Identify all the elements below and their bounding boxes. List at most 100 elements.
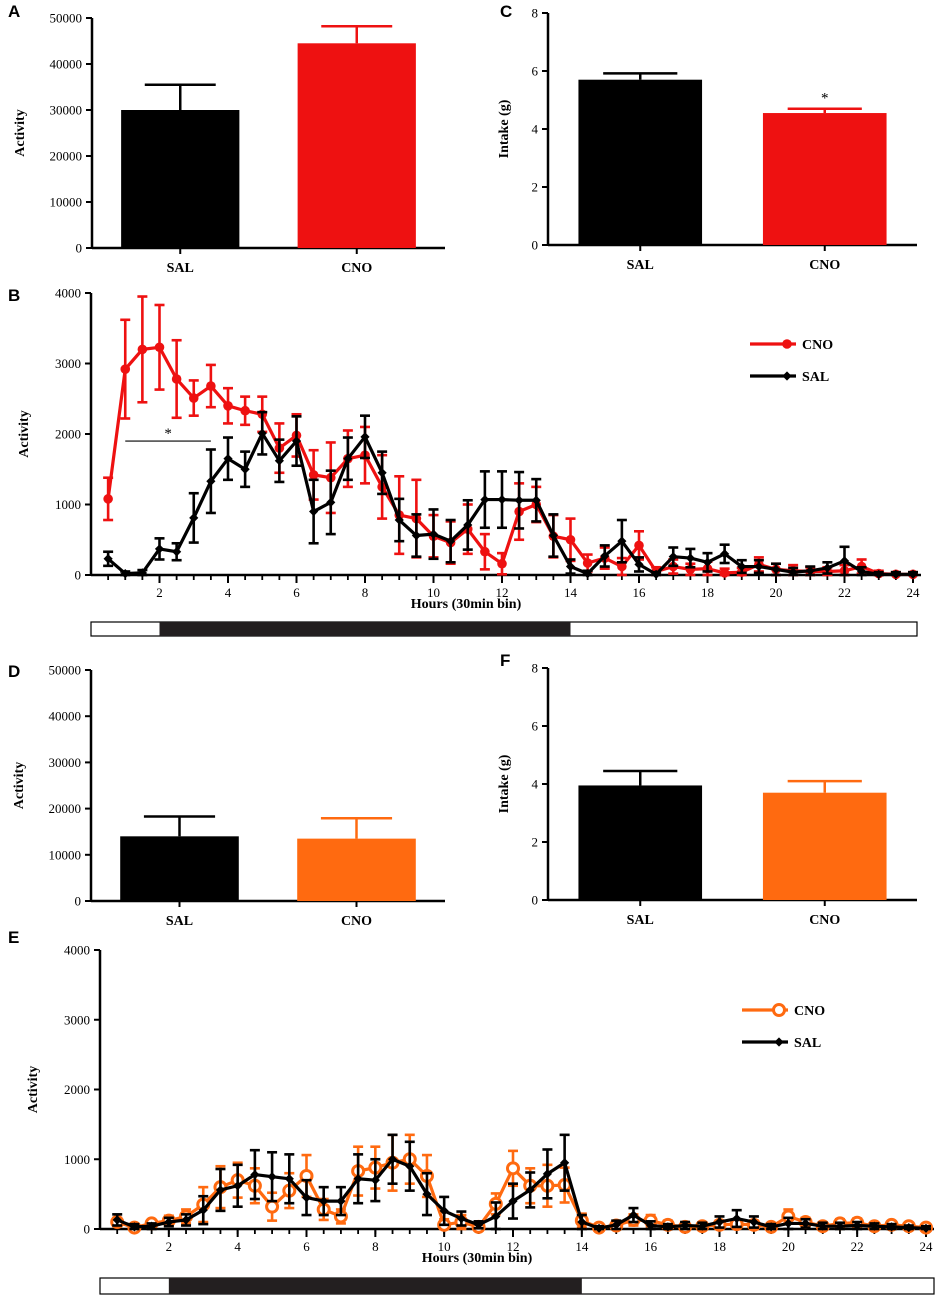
data-point [284,1174,294,1184]
data-point [233,1181,243,1191]
data-point [857,566,867,577]
data-point [137,568,147,578]
legend-marker [782,339,792,349]
x-tick-label: 16 [633,585,647,600]
y-tick-label: 1000 [64,1152,90,1167]
data-point [309,506,319,517]
significance-marker: * [164,426,172,442]
data-point [171,374,182,384]
data-point [886,1222,897,1232]
y-tick-label: 6 [532,64,539,79]
x-tick-label: 14 [575,1239,589,1254]
data-point [697,1221,707,1231]
x-tick-label: 20 [782,1239,795,1254]
data-point [783,1218,793,1229]
x-tick-label: 2 [166,1239,173,1254]
data-point [120,568,130,579]
data-point [206,381,216,391]
y-tick-label: 6 [532,719,539,734]
data-point [542,1169,553,1179]
legend-label: SAL [802,370,829,385]
data-point [301,1193,312,1203]
data-point [771,564,781,574]
data-point [617,536,627,546]
y-axis-label: Activity [17,410,32,457]
data-point [594,1223,604,1233]
y-tick-label: 2 [532,835,539,850]
data-point [800,1218,811,1229]
data-point [326,497,336,507]
y-tick-label: 1000 [55,497,81,512]
data-point [852,1220,862,1231]
data-point [663,1222,673,1232]
data-point [651,569,661,579]
data-point [154,544,165,554]
category-label: CNO [341,914,372,929]
data-point [497,494,507,505]
y-axis-label: Intake (g) [497,754,512,813]
legend-label: SAL [794,1036,821,1051]
data-point [583,568,593,579]
x-tick-label: 14 [564,585,578,600]
y-axis-label: Activity [12,762,27,809]
y-axis-label: Activity [13,109,28,156]
legend-marker [772,1003,786,1017]
data-point [154,342,165,353]
legend-item-sal: SAL [742,1036,821,1051]
data-point [223,401,233,411]
y-tick-label: 0 [75,568,82,583]
data-point [439,1206,449,1216]
data-point [250,1169,260,1180]
data-point [600,551,610,561]
y-tick-label: 10000 [49,847,82,862]
data-point [137,344,148,355]
x-tick-label: 18 [713,1239,726,1254]
y-tick-label: 3000 [64,1012,90,1027]
data-point [611,1220,621,1230]
data-point [839,556,850,566]
data-point [343,454,353,464]
data-point [103,494,113,504]
data-point [215,1185,226,1195]
panel-D: D 0 10000 20000 30000 40000 50000 Activity SAL CN… [8,662,445,929]
category-label: SAL [627,258,654,273]
data-point [240,405,250,416]
data-point [291,436,302,446]
y-tick-label: 4000 [64,943,90,958]
data-point [360,432,370,442]
y-tick-label: 0 [84,1222,91,1237]
y-tick-label: 50000 [49,663,82,678]
category-label: SAL [166,914,193,929]
x-tick-label: 20 [770,585,783,600]
series-sal [112,1133,931,1233]
x-tick-label: 6 [303,1239,310,1254]
data-point [737,561,747,572]
data-point [198,1205,208,1215]
data-point [257,428,267,438]
data-point [577,1217,587,1227]
data-point [267,1172,277,1182]
category-label: SAL [167,261,194,276]
data-point [240,464,250,474]
x-axis-label: Hours (30min bin) [411,597,522,612]
legend-marker [782,371,792,381]
bar-cno [297,838,416,901]
data-point [377,468,387,478]
x-tick-label: 22 [838,585,851,600]
data-point [428,529,439,539]
data-point [508,1196,518,1206]
data-point [766,1222,776,1232]
bar-cno [297,43,416,248]
category-label: CNO [341,261,372,276]
y-tick-label: 0 [532,238,539,253]
data-point [719,568,730,578]
y-tick-label: 0 [75,894,82,909]
x-tick-label: 12 [496,585,509,600]
legend-item-cno: CNO [750,338,833,353]
y-tick-label: 2000 [64,1082,90,1097]
x-tick-label: 22 [851,1239,864,1254]
data-point [353,1174,363,1184]
data-point [370,1175,380,1185]
